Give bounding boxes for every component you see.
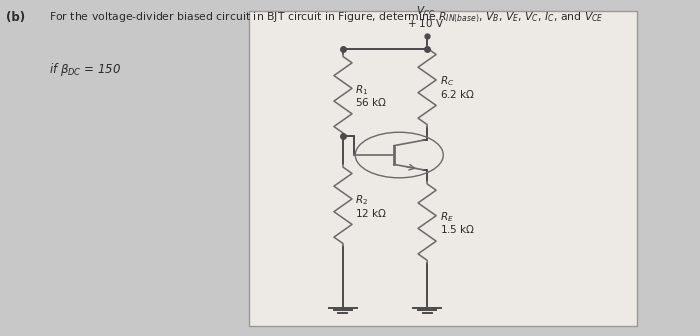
Text: $R_1$: $R_1$	[355, 83, 368, 96]
Text: $R_C$: $R_C$	[440, 74, 454, 88]
Text: 1.5 k$\Omega$: 1.5 k$\Omega$	[440, 223, 475, 236]
Text: $R_E$: $R_E$	[440, 210, 454, 224]
Text: 6.2 k$\Omega$: 6.2 k$\Omega$	[440, 88, 475, 100]
Text: (b): (b)	[6, 11, 26, 24]
Text: $R_2$: $R_2$	[355, 194, 368, 207]
FancyBboxPatch shape	[249, 11, 638, 326]
Text: $+$ 10 V: $+$ 10 V	[407, 17, 444, 29]
Text: if $\beta_{DC}$ = 150: if $\beta_{DC}$ = 150	[48, 61, 121, 78]
Text: 12 k$\Omega$: 12 k$\Omega$	[355, 207, 386, 219]
Text: 56 k$\Omega$: 56 k$\Omega$	[355, 96, 386, 108]
Text: For the voltage-divider biased circuit in BJT circuit in Figure, determine $R_{I: For the voltage-divider biased circuit i…	[48, 11, 603, 25]
Text: $V_{CC}$: $V_{CC}$	[416, 4, 435, 17]
